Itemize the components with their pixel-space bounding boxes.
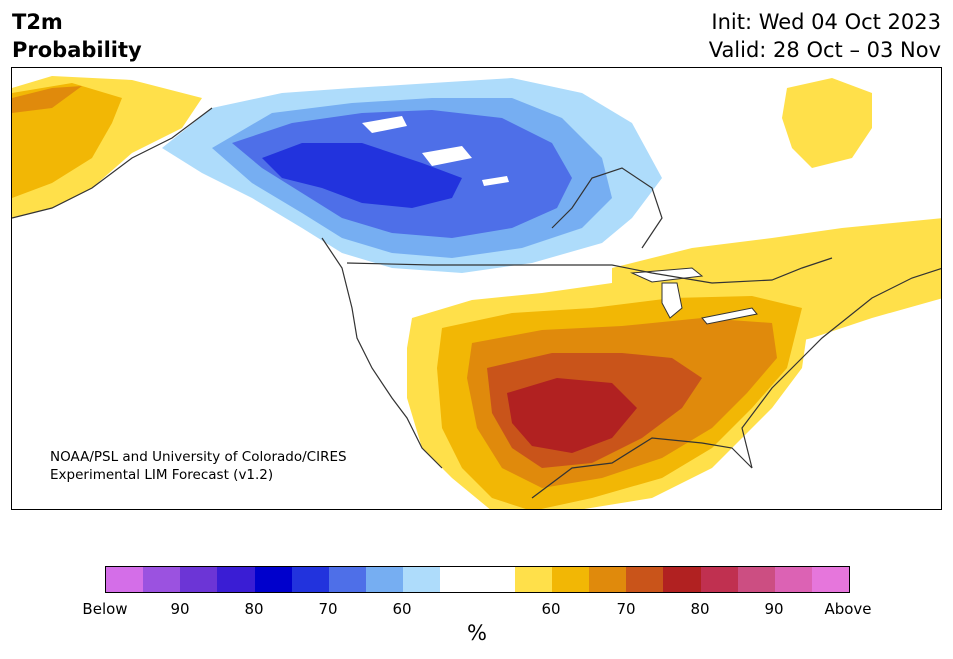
map-panel: NOAA/PSL and University of Colorado/CIRE… (11, 67, 942, 510)
colorbar-unit: % (467, 621, 487, 645)
colorbar-cell (328, 567, 367, 592)
great-bear-lake (362, 116, 407, 133)
west-coast (321, 237, 443, 469)
alaska-coast (12, 107, 213, 219)
valid-date: Valid: 28 Oct – 03 Nov (708, 38, 941, 62)
colorbar-cell (254, 567, 292, 592)
colorbar-tick-label: 60 (392, 600, 412, 618)
credit-text: NOAA/PSL and University of Colorado/CIRE… (50, 448, 347, 484)
colorbar-cell (403, 567, 441, 592)
colorbar (105, 566, 850, 593)
region-above-70-alaska (12, 83, 122, 198)
colorbar-tick-label: Below (82, 600, 128, 618)
us-canada-border (346, 257, 833, 284)
lake-michigan (661, 282, 683, 319)
great-slave-lake (422, 146, 472, 166)
hudson-bay-coast (551, 167, 663, 249)
credit-line-1: NOAA/PSL and University of Colorado/CIRE… (50, 449, 347, 465)
colorbar-tick-label: 70 (318, 600, 338, 618)
probability-map (12, 76, 941, 509)
init-date: Init: Wed 04 Oct 2023 (711, 10, 941, 34)
map-title: T2m Probability (12, 8, 142, 64)
lake-winnipeg (482, 176, 509, 186)
colorbar-cell (143, 567, 181, 592)
region-below-90-canada (262, 143, 462, 208)
colorbar-cell (366, 567, 404, 592)
colorbar-cell (440, 567, 478, 592)
colorbar-tick-label: Above (824, 600, 872, 618)
colorbar-cell (291, 567, 329, 592)
variable-label: T2m (12, 10, 63, 34)
gulf-coast (531, 437, 753, 499)
colorbar-cell (106, 567, 144, 592)
colorbar-tick-label: 70 (616, 600, 636, 618)
colorbar-cell (589, 567, 627, 592)
colorbar-tick-label: 90 (170, 600, 190, 618)
colorbar-cell (180, 567, 218, 592)
colorbar-cell (700, 567, 738, 592)
colorbar-cell (774, 567, 812, 592)
east-coast (741, 268, 941, 469)
colorbar-cell (514, 567, 552, 592)
colorbar-cell (663, 567, 701, 592)
lake-erie (701, 307, 758, 325)
region-above-60-greenland (782, 78, 872, 168)
colorbar-tick-label: 80 (690, 600, 710, 618)
colorbar-cell (737, 567, 775, 592)
colorbar-cell (626, 567, 664, 592)
forecast-dates: Init: Wed 04 Oct 2023 Valid: 28 Oct – 03… (709, 8, 941, 64)
colorbar-tick-label: 80 (244, 600, 264, 618)
region-above-max-us (507, 378, 637, 453)
colorbar-cell (477, 567, 515, 592)
colorbar-tick-label: 60 (541, 600, 561, 618)
colorbar-cell (217, 567, 255, 592)
colorbar-cell (551, 567, 590, 592)
colorbar-tick-label: 90 (764, 600, 784, 618)
region-above-80-alaska (12, 86, 82, 113)
colorbar-cell (811, 567, 850, 592)
subtitle-label: Probability (12, 38, 142, 62)
credit-line-2: Experimental LIM Forecast (v1.2) (50, 467, 274, 483)
